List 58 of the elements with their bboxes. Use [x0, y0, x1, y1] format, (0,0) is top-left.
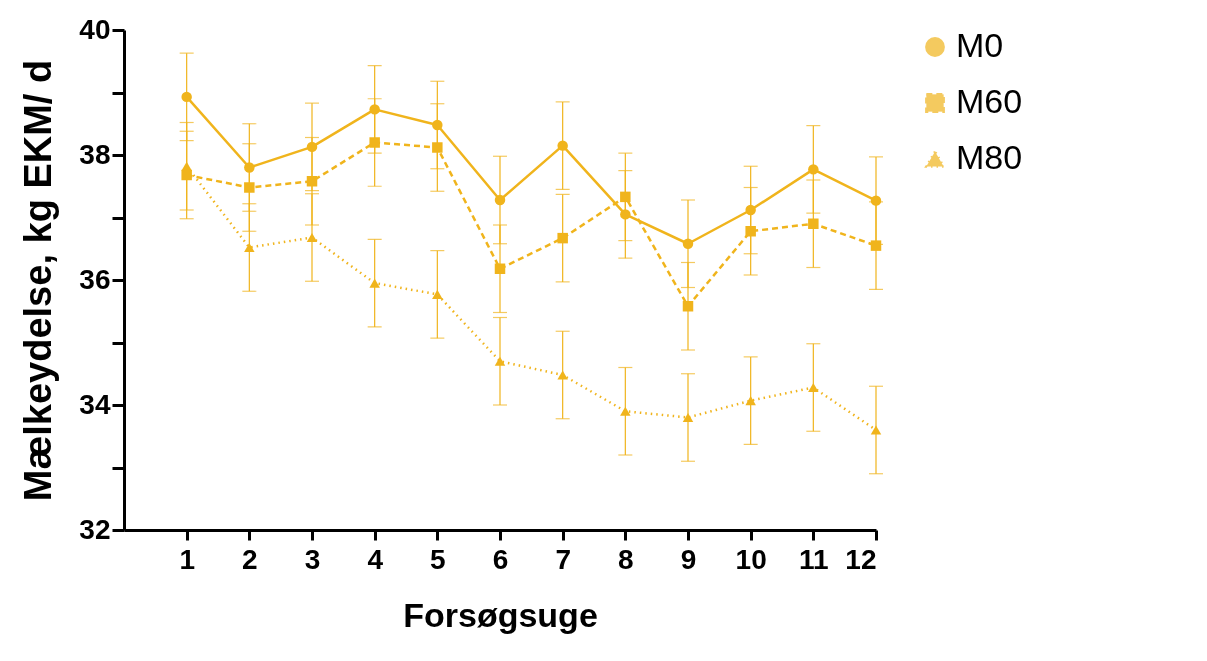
point [745, 396, 756, 406]
point [432, 142, 443, 153]
point [369, 278, 380, 288]
x-tick-label: 6 [492, 543, 509, 575]
point [682, 412, 694, 423]
x-tick-label: 10 [735, 543, 767, 575]
x-tick-label: 7 [555, 543, 571, 575]
point [745, 226, 756, 237]
legend-label: M80 [956, 138, 1023, 176]
point [557, 140, 568, 151]
point [494, 263, 506, 274]
point [181, 169, 192, 181]
point [870, 195, 882, 206]
legend-label: M0 [956, 26, 1004, 64]
y-tick-label: 40 [79, 13, 111, 45]
point [682, 301, 694, 312]
x-tick-label: 12 [845, 543, 877, 575]
point [432, 119, 443, 131]
point [181, 161, 192, 171]
point [557, 370, 568, 380]
point [369, 137, 380, 148]
y-tick-label: 34 [79, 388, 111, 420]
point [557, 232, 568, 244]
x-tick-label: 5 [430, 543, 446, 575]
y-axis-title: Mælkeydelse, kg EKM/ d [17, 59, 60, 502]
point [369, 104, 380, 115]
point [620, 209, 631, 220]
point [432, 289, 443, 299]
x-tick-label: 2 [242, 543, 258, 575]
point [494, 356, 506, 366]
x-tick-label: 9 [680, 543, 697, 575]
point [808, 382, 819, 393]
y-tick-label: 36 [79, 263, 111, 295]
y-tick-label: 38 [79, 138, 111, 170]
x-tick-label: 1 [179, 543, 195, 575]
point [306, 232, 318, 243]
x-tick-label: 11 [799, 543, 829, 575]
point [306, 176, 318, 187]
point [494, 194, 506, 206]
x-axis-title: Forsøgsuge [403, 595, 598, 634]
x-tick-label: 3 [304, 543, 321, 575]
legend-label: M60 [956, 82, 1023, 120]
point [620, 406, 631, 416]
point [870, 240, 882, 251]
y-tick-label: 32 [79, 513, 111, 545]
point [181, 91, 192, 103]
point [682, 238, 694, 249]
point [745, 204, 756, 216]
x-tick-label: 8 [618, 543, 634, 575]
point [808, 164, 819, 175]
point [244, 242, 255, 253]
point [808, 218, 819, 229]
point [870, 425, 882, 435]
point [306, 141, 318, 153]
point [620, 191, 631, 203]
point [244, 182, 255, 193]
x-tick-label: 4 [367, 543, 384, 575]
point [244, 162, 255, 173]
